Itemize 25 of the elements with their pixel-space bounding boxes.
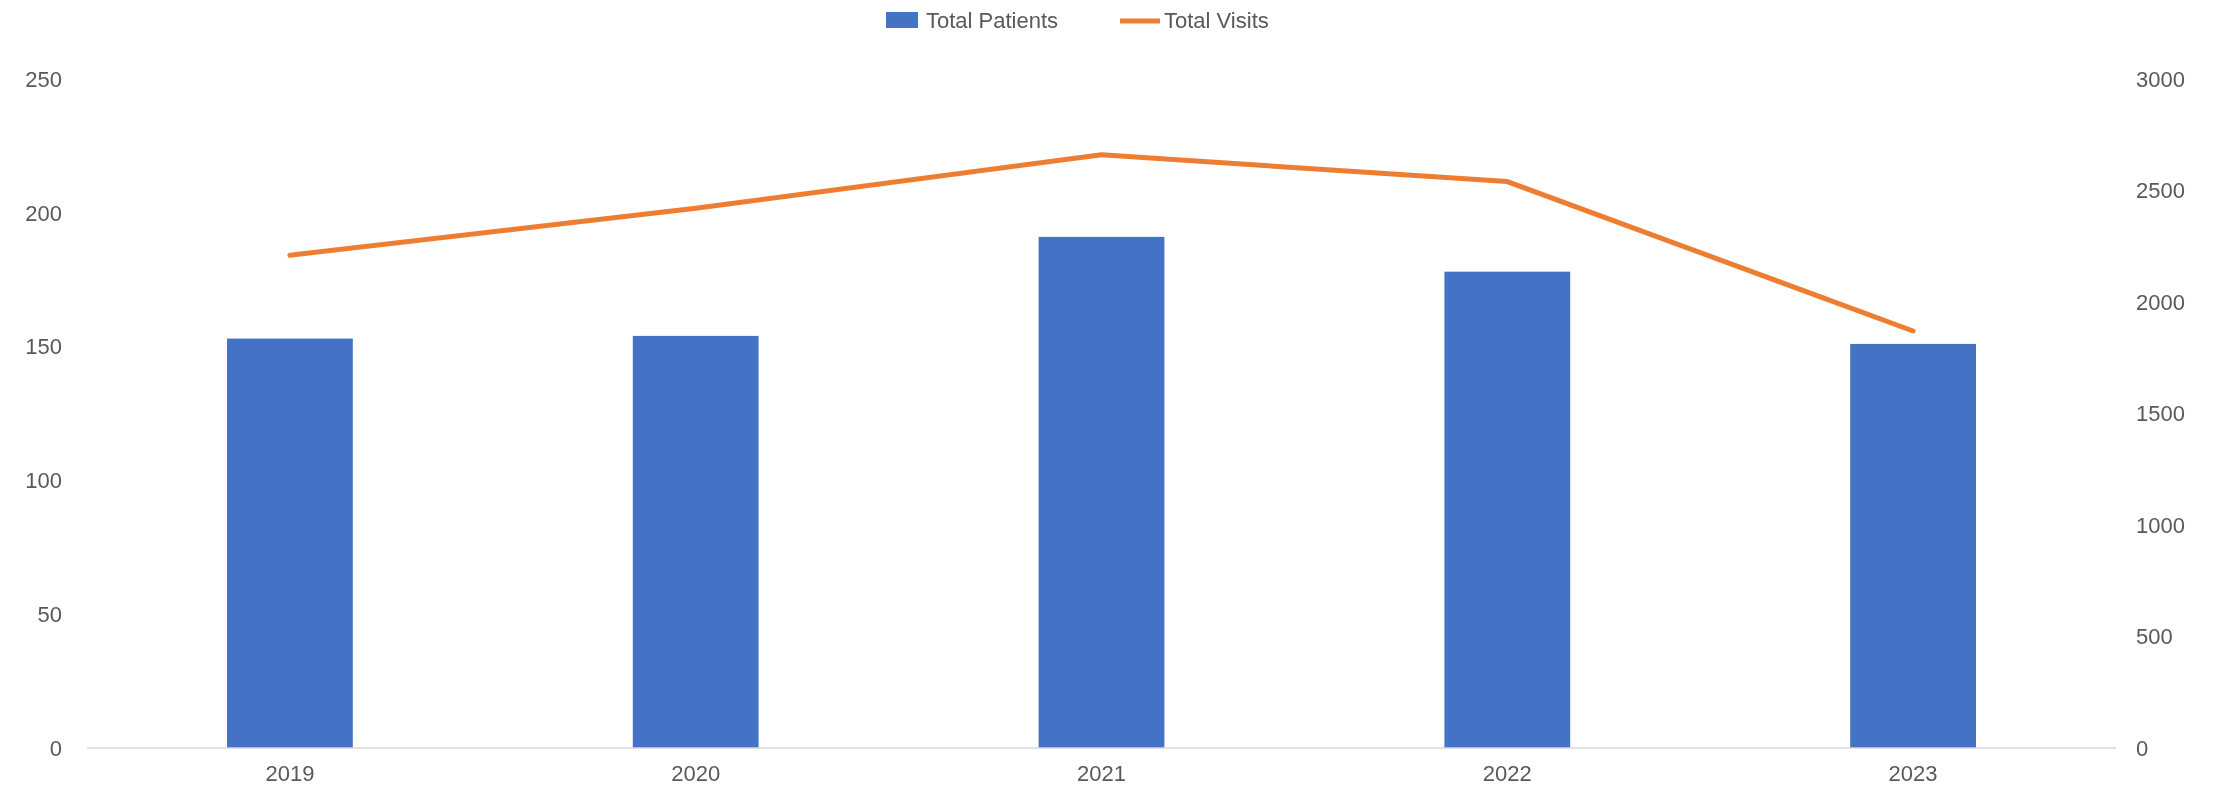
y-tick-label: 150 xyxy=(25,334,62,360)
legend-label: Total Visits xyxy=(1164,8,1269,33)
x-tick-label: 2022 xyxy=(1482,761,1532,786)
x-tick-label: 2019 xyxy=(265,761,315,786)
y2-tick-label: 1500 xyxy=(2136,401,2185,427)
x-tick-label: 2023 xyxy=(1888,761,1938,786)
bar xyxy=(1850,343,1976,748)
x-tick-label: 2021 xyxy=(1077,761,1126,786)
bar xyxy=(1038,236,1165,748)
y2-tick-label: 3000 xyxy=(2136,66,2185,92)
y-tick-label: 50 xyxy=(37,601,62,627)
x-tick-label: 2020 xyxy=(671,761,721,786)
legend-label: Total Patients xyxy=(926,8,1059,33)
bar xyxy=(227,338,353,748)
y2-tick-label: 2000 xyxy=(2136,289,2185,315)
y2-tick-label: 2500 xyxy=(2136,178,2185,204)
y-tick-label: 100 xyxy=(25,468,62,494)
y2-tick-label: 0 xyxy=(2136,735,2149,761)
y2-tick-label: 1000 xyxy=(2136,512,2185,538)
bar xyxy=(632,335,759,748)
y-tick-label: 250 xyxy=(25,66,62,92)
y2-tick-label: 500 xyxy=(2136,624,2173,650)
y-tick-label: 0 xyxy=(49,735,62,761)
y-tick-label: 200 xyxy=(25,200,62,226)
bar xyxy=(1444,271,1571,748)
